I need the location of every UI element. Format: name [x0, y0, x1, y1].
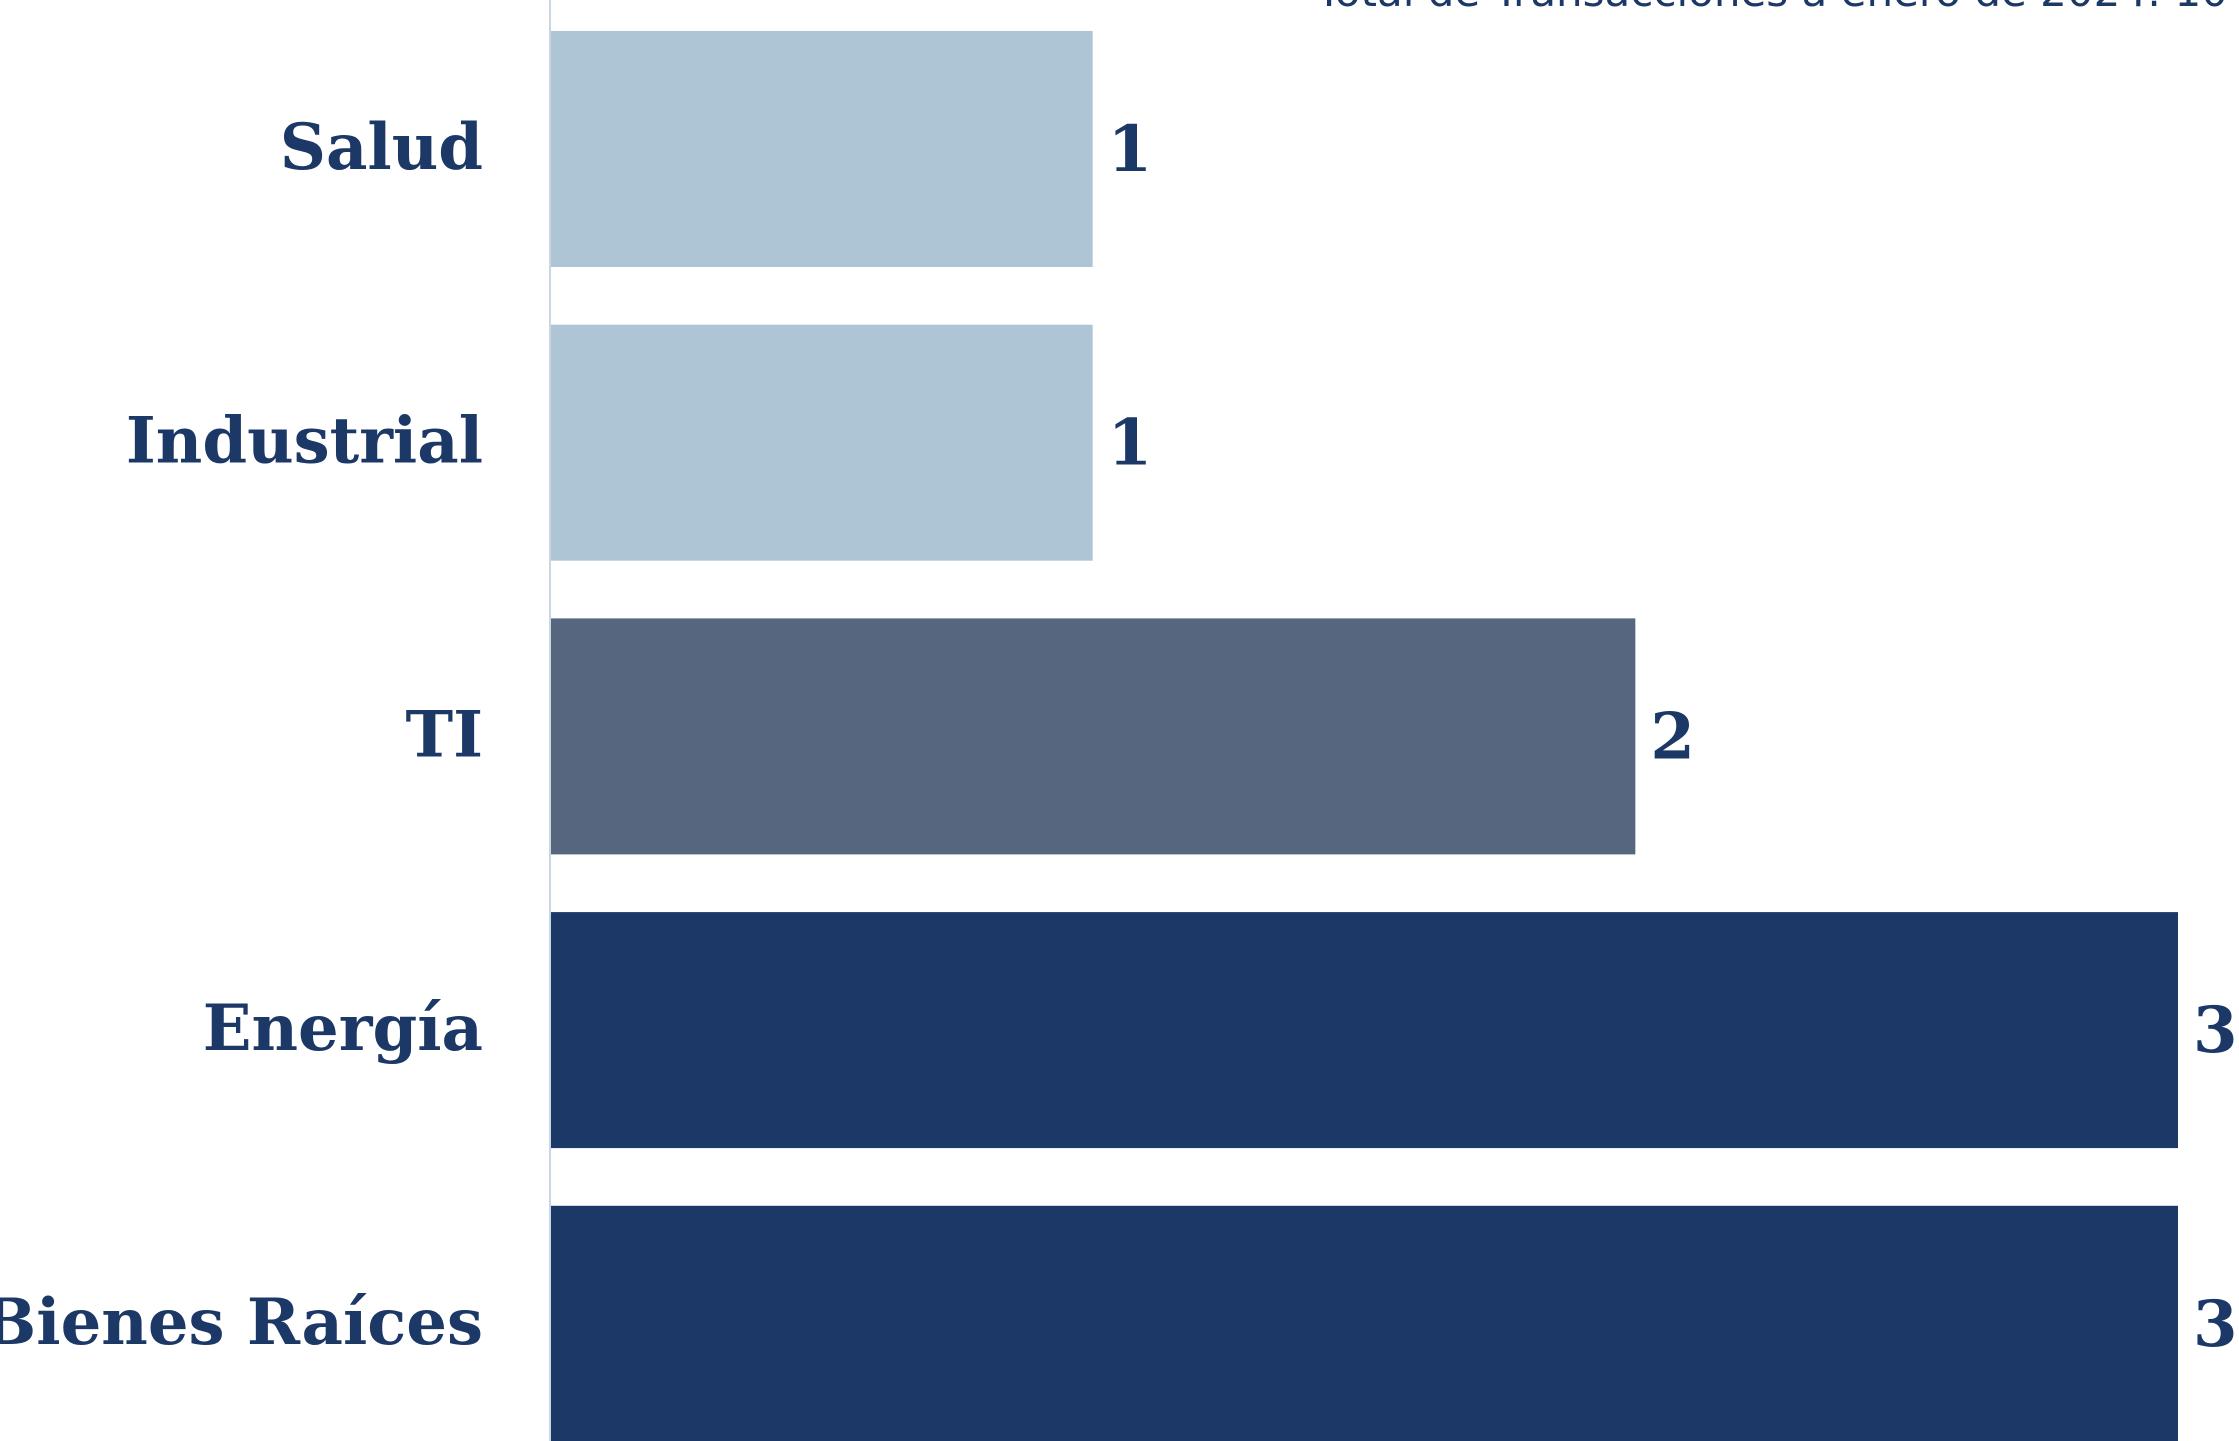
bar	[550, 912, 2178, 1149]
value-label: 1	[1108, 112, 1153, 187]
value-label: 1	[1108, 406, 1153, 481]
bar	[550, 1205, 2178, 1441]
category-label: Bienes Raíces	[0, 1285, 483, 1360]
bar	[550, 324, 1093, 561]
value-label: 3	[2193, 993, 2238, 1068]
value-label: 2	[1650, 699, 1695, 774]
bar	[550, 31, 1093, 267]
category-label: Salud	[280, 110, 483, 185]
category-label: TI	[405, 697, 483, 772]
category-label: Industrial	[126, 404, 483, 479]
category-label: Energía	[203, 991, 483, 1066]
bar	[550, 618, 1636, 855]
chart-note: Total de Transacciones a enero de 2024: …	[1315, 0, 2228, 16]
value-label: 3	[2193, 1287, 2238, 1362]
